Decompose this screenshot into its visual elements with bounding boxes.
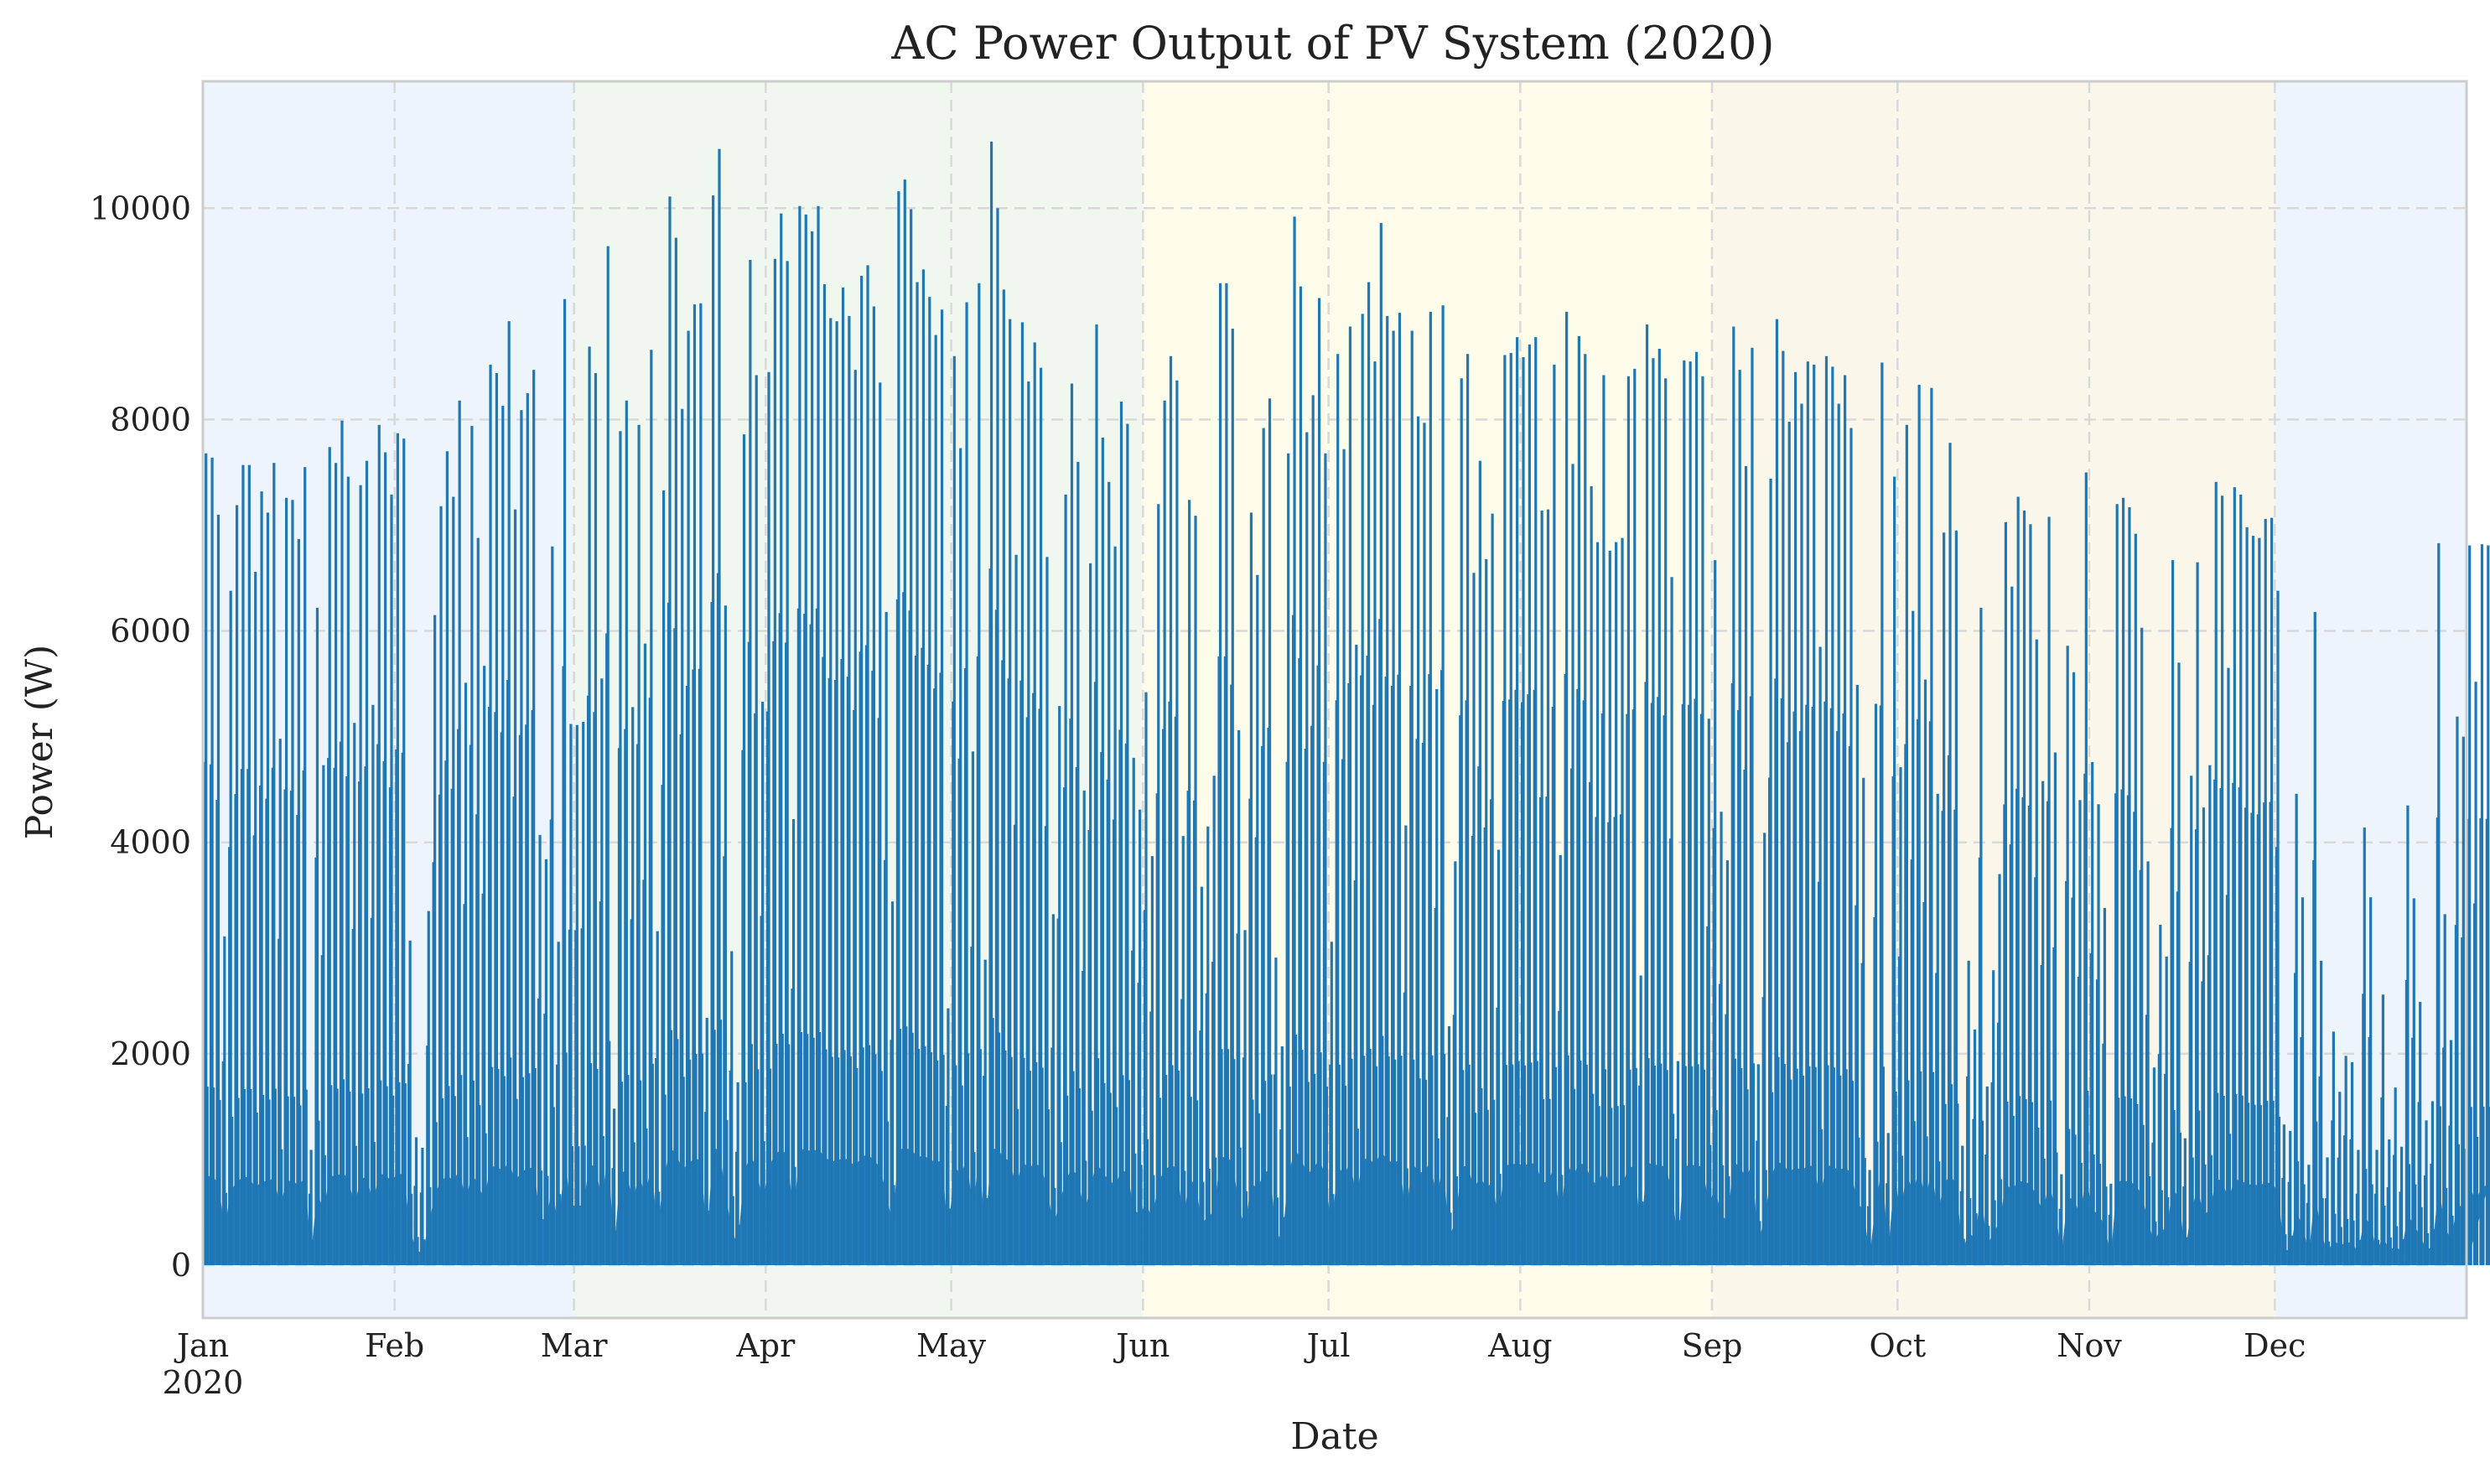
x-tick-label: Sep [1682, 1327, 1743, 1364]
x-tick-label: Jan [174, 1327, 229, 1364]
y-tick-label: 6000 [110, 613, 191, 650]
x-tick-label: Nov [2057, 1327, 2122, 1364]
y-tick-label: 2000 [110, 1035, 191, 1072]
season-band-winter [203, 81, 574, 1318]
x-tick-label: Apr [735, 1327, 796, 1364]
y-tick-label: 10000 [90, 189, 191, 226]
x-tick-label: Jul [1304, 1327, 1351, 1364]
x-tick-label: Feb [365, 1327, 424, 1364]
x-tick-label: Mar [541, 1327, 609, 1364]
y-axis-ticks: 0 2000 4000 6000 8000 10000 [90, 189, 191, 1284]
y-axis-label: Power (W) [18, 645, 61, 840]
plot-frame [201, 80, 2468, 1320]
grid-lines [201, 81, 2467, 1318]
x-tick-label: Jun [1113, 1327, 1170, 1364]
y-tick-label: 8000 [110, 401, 191, 438]
x-tick-label: Aug [1487, 1327, 1552, 1364]
low-readings-envelope [203, 1149, 2488, 1265]
x-tick-label: Dec [2244, 1327, 2306, 1364]
x-tick-label: Oct [1869, 1327, 1926, 1364]
x-tick-label: May [916, 1327, 987, 1364]
y-tick-label: 0 [171, 1247, 191, 1284]
chart-title: AC Power Output of PV System (2020) [890, 17, 1774, 70]
x-tick-sublabel: 2020 [163, 1364, 244, 1401]
y-tick-label: 4000 [110, 824, 191, 861]
x-axis-label: Date [1290, 1415, 1378, 1458]
power-series [203, 141, 2490, 1265]
